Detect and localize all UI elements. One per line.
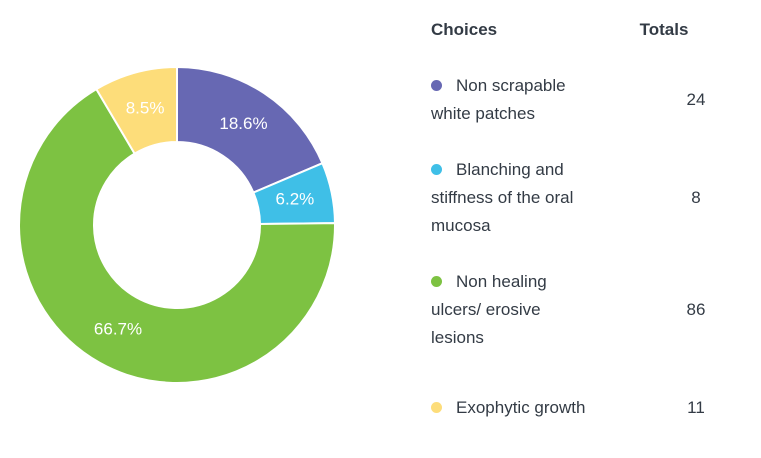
- legend-total: 11: [687, 398, 705, 417]
- choices-header: Choices: [431, 20, 498, 39]
- legend-header: Choices Totals: [431, 14, 731, 46]
- donut-chart: 18.6% 6.2% 66.7% 8.5%: [18, 65, 337, 384]
- legend-row: Non healing ulcers/ erosive lesions 86: [431, 268, 731, 352]
- legend-dot-icon: [431, 402, 442, 414]
- slice-label-0: 18.6%: [219, 114, 267, 133]
- legend-total: 24: [686, 90, 706, 109]
- totals-header: Totals: [639, 20, 689, 39]
- slice-label-2: 66.7%: [94, 320, 142, 339]
- legend-label: Non healing ulcers/ erosive lesions: [431, 272, 547, 347]
- legend-label: Blanching and stiffness of the oral muco…: [431, 160, 574, 235]
- legend-dot-icon: [431, 164, 442, 176]
- legend-dot-icon: [431, 276, 442, 288]
- slice-0: [176, 65, 324, 194]
- legend-row: Non scrapable white patches 24: [431, 72, 731, 128]
- legend-total: 86: [686, 300, 706, 319]
- slice-3: [94, 65, 178, 156]
- legend-row: Exophytic growth 11: [431, 380, 731, 436]
- legend-table: Choices Totals Non scrapable white patch…: [431, 14, 731, 417]
- slice-2: [18, 87, 336, 384]
- legend-row: Blanching and stiffness of the oral muco…: [431, 156, 731, 240]
- legend-choice: Non healing ulcers/ erosive lesions: [431, 268, 591, 352]
- legend-label: Exophytic growth: [456, 398, 586, 417]
- legend-choice: Blanching and stiffness of the oral muco…: [431, 156, 591, 240]
- legend-choice: Non scrapable white patches: [431, 72, 591, 128]
- legend-choice: Exophytic growth: [431, 394, 591, 422]
- legend-total: 8: [691, 188, 701, 207]
- slice-label-3: 8.5%: [126, 98, 165, 117]
- slice-label-1: 6.2%: [276, 190, 315, 209]
- legend-dot-icon: [431, 80, 442, 92]
- legend-label: Non scrapable white patches: [431, 76, 566, 123]
